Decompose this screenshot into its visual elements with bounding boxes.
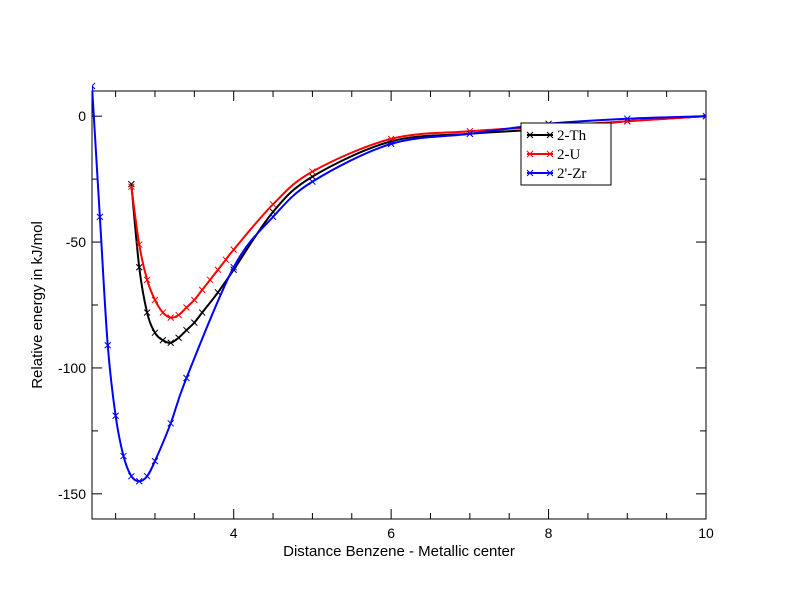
series-point-0 bbox=[135, 263, 143, 271]
series-point-1 bbox=[214, 266, 222, 274]
series-point-0 bbox=[309, 173, 316, 180]
series-point-2 bbox=[143, 472, 151, 480]
series-point-2 bbox=[104, 341, 112, 349]
series-point-0 bbox=[183, 326, 190, 334]
series-point-1 bbox=[206, 276, 214, 284]
series-point-2 bbox=[96, 213, 104, 221]
series-point-2 bbox=[167, 419, 175, 427]
legend-swatch-marker bbox=[526, 131, 534, 139]
series-point-2 bbox=[387, 140, 395, 148]
legend-swatch-marker bbox=[526, 169, 534, 177]
x-tick-label: 4 bbox=[230, 525, 238, 541]
legend-swatch-marker bbox=[526, 150, 534, 158]
legend-entry: 2-Th bbox=[557, 128, 587, 144]
series-point-0 bbox=[167, 339, 175, 347]
series-point-1 bbox=[309, 168, 316, 175]
series-point-2 bbox=[309, 178, 316, 185]
x-tick-label: 10 bbox=[698, 525, 714, 541]
legend: 2-Th 2-U 2'-Zr bbox=[520, 122, 612, 186]
series-point-2 bbox=[269, 213, 277, 221]
series-point-1 bbox=[128, 183, 135, 191]
series-2 bbox=[92, 82, 706, 485]
series-point-1 bbox=[269, 200, 277, 208]
series-point-1 bbox=[175, 311, 182, 319]
series-point-0 bbox=[128, 180, 135, 188]
series-point-2 bbox=[120, 452, 127, 460]
series-point-1 bbox=[135, 241, 143, 248]
legend-swatch-marker bbox=[546, 131, 554, 139]
series-point-0 bbox=[159, 336, 167, 344]
series-point-1 bbox=[183, 304, 190, 311]
series-point-1 bbox=[222, 256, 230, 264]
series-point-2 bbox=[151, 457, 159, 465]
legend-swatch-marker bbox=[546, 150, 554, 158]
series-point-1 bbox=[159, 309, 167, 316]
series-point-1 bbox=[167, 314, 175, 321]
series-point-2 bbox=[466, 130, 474, 138]
series-point-2 bbox=[128, 472, 135, 480]
legend-entry: 2-U bbox=[557, 147, 580, 163]
series-point-0 bbox=[151, 329, 159, 337]
series-point-0 bbox=[198, 309, 206, 316]
series-point-1 bbox=[230, 246, 238, 253]
series-point-1 bbox=[198, 286, 206, 294]
series-point-2 bbox=[112, 412, 119, 420]
series-point-2 bbox=[135, 477, 143, 485]
series-point-1 bbox=[151, 296, 159, 304]
series-point-2 bbox=[702, 112, 706, 120]
series-point-2 bbox=[230, 263, 238, 271]
legend-swatch-marker bbox=[546, 169, 554, 177]
y-tick-label: 0 bbox=[78, 108, 86, 124]
x-tick-label: 8 bbox=[545, 525, 553, 541]
series-point-1 bbox=[387, 135, 395, 143]
series-point-2 bbox=[92, 82, 96, 90]
series-point-1 bbox=[190, 296, 198, 304]
y-tick-label: -150 bbox=[58, 486, 86, 502]
series-point-0 bbox=[190, 319, 198, 326]
series-point-0 bbox=[143, 309, 151, 316]
series-point-2 bbox=[623, 115, 631, 123]
series-point-2 bbox=[183, 374, 190, 382]
legend-entry: 2'-Zr bbox=[557, 166, 586, 182]
y-axis-label: Relative energy in kJ/mol bbox=[29, 221, 46, 389]
y-tick-label: -100 bbox=[58, 360, 86, 376]
y-tick-label: -50 bbox=[66, 234, 86, 250]
series-point-0 bbox=[175, 334, 182, 342]
series-point-1 bbox=[143, 276, 151, 284]
x-tick-label: 6 bbox=[387, 525, 395, 541]
x-axis-label: Distance Benzene - Metallic center bbox=[283, 543, 515, 560]
